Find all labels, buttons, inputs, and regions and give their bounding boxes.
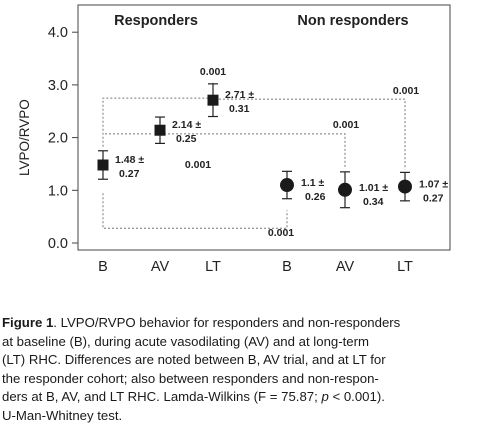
caption-text: < 0.001). bbox=[328, 389, 385, 405]
caption-line: ders at B, AV, and LT RHC. Lamda-Wilkins… bbox=[2, 388, 480, 407]
data-label-value: 1.07 ± bbox=[419, 179, 448, 191]
x-tick-label: AV bbox=[336, 259, 355, 275]
data-label-value: 1.48 ± bbox=[115, 154, 144, 166]
caption-line: (LT) RHC. Differences are noted between … bbox=[2, 352, 386, 368]
data-point-circle bbox=[280, 178, 294, 193]
data-point-square bbox=[97, 159, 109, 171]
x-tick-label: B bbox=[98, 259, 108, 275]
x-tick-label: LT bbox=[397, 259, 413, 275]
data-point-square bbox=[154, 124, 166, 136]
bracket-lt-lt bbox=[219, 98, 406, 170]
data-label-value: 1.1 ± bbox=[301, 177, 325, 189]
y-tick-label: 4.0 bbox=[48, 25, 68, 41]
caption-figure-label: Figure 1 bbox=[2, 315, 54, 330]
y-tick-label: 3.0 bbox=[48, 78, 68, 94]
caption-line: Figure 1. LVPO/RVPO behavior for respond… bbox=[2, 315, 401, 330]
x-tick-label: AV bbox=[151, 259, 170, 275]
caption-line: U-Man-Whitney test. bbox=[2, 407, 123, 423]
chart-labels: Responders Non responders 0.001 0.001 0.001 0… bbox=[114, 13, 448, 239]
data-label-error: 0.34 bbox=[363, 196, 384, 208]
caption-text: LVPO/RVPO behavior for responders and no… bbox=[60, 315, 401, 330]
caption-line: the responder cohort; also between respo… bbox=[2, 370, 379, 386]
bracket-b-lt bbox=[102, 81, 214, 147]
y-tick-label: 2.0 bbox=[48, 131, 68, 147]
data-label-value: 2.14 ± bbox=[172, 119, 201, 131]
plot-frame bbox=[77, 4, 451, 251]
data-label-error: 0.27 bbox=[423, 193, 444, 205]
data-label-error: 0.31 bbox=[229, 103, 250, 115]
y-tick-label: 1.0 bbox=[48, 183, 68, 199]
bracket-b-b bbox=[102, 193, 288, 229]
y-axis-label: LVPO/RVPO bbox=[17, 99, 32, 176]
significance-label: 0.001 bbox=[333, 119, 359, 131]
data-point-circle bbox=[338, 182, 352, 197]
group-title-responders: Responders bbox=[114, 13, 198, 29]
figure-caption: Figure 1. LVPO/RVPO behavior for respond… bbox=[2, 314, 480, 426]
significance-label: 0.001 bbox=[268, 227, 294, 239]
significance-label: 0.001 bbox=[393, 85, 419, 97]
data-point-circle bbox=[398, 179, 412, 194]
group-title-non-responders: Non responders bbox=[297, 13, 408, 29]
significance-label: 0.001 bbox=[185, 159, 211, 171]
data-label-error: 0.25 bbox=[176, 133, 197, 145]
bracket-av-av bbox=[164, 133, 346, 169]
caption-p: p bbox=[321, 389, 329, 405]
x-tick-label: LT bbox=[205, 259, 221, 275]
chart-marks bbox=[97, 83, 412, 209]
data-label-value: 1.01 ± bbox=[359, 182, 388, 194]
data-point-square bbox=[207, 94, 219, 106]
data-label-error: 0.27 bbox=[119, 168, 140, 180]
significance-label: 0.001 bbox=[200, 66, 226, 78]
significance-brackets bbox=[102, 81, 406, 229]
y-tick-label: 0.0 bbox=[48, 236, 68, 252]
chart: 0.0 1.0 2.0 3.0 4.0 LVPO/RVPO B AV LT B AV LT Respo… bbox=[17, 4, 451, 275]
caption-text: ders at B, AV, and LT RHC. Lamda-Wilkins… bbox=[2, 389, 322, 405]
x-tick-label: B bbox=[282, 259, 292, 275]
caption-line: at baseline (B), during acute vasodilati… bbox=[2, 333, 370, 349]
data-label-value: 2.71 ± bbox=[225, 89, 254, 101]
chart-axes: 0.0 1.0 2.0 3.0 4.0 LVPO/RVPO B AV LT B AV LT bbox=[17, 4, 451, 275]
data-label-error: 0.26 bbox=[305, 191, 326, 203]
